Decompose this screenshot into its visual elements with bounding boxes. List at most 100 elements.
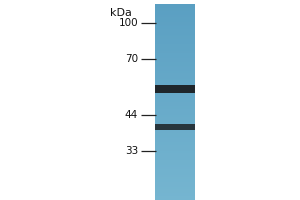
Bar — [154, 139, 195, 140]
Bar — [154, 56, 195, 57]
Bar — [154, 7, 195, 8]
Bar — [154, 194, 195, 195]
Bar — [154, 88, 195, 89]
Bar — [154, 58, 195, 59]
Bar — [154, 111, 195, 112]
Bar — [154, 173, 195, 175]
Bar — [154, 55, 195, 56]
Bar — [154, 49, 195, 50]
Bar — [154, 47, 195, 48]
Bar — [154, 187, 195, 188]
Bar — [154, 118, 195, 119]
Bar — [154, 185, 195, 186]
Bar — [154, 24, 195, 25]
Bar — [154, 152, 195, 153]
Bar — [154, 44, 195, 45]
Bar — [154, 75, 195, 76]
Bar — [154, 132, 195, 133]
Bar — [154, 163, 195, 164]
Bar — [154, 45, 195, 46]
Bar — [154, 100, 195, 101]
Bar — [154, 151, 195, 152]
Text: 100: 100 — [118, 18, 138, 28]
Bar — [154, 26, 195, 27]
Bar — [154, 179, 195, 180]
Bar — [154, 36, 195, 37]
Bar — [154, 25, 195, 26]
Text: 44: 44 — [125, 110, 138, 120]
Bar — [154, 117, 195, 118]
Bar — [154, 87, 195, 88]
Bar — [154, 43, 195, 45]
Bar — [154, 116, 195, 117]
Bar — [154, 123, 195, 124]
Bar — [154, 126, 195, 127]
Bar — [154, 37, 195, 38]
Bar — [154, 89, 195, 90]
Bar — [154, 57, 195, 58]
Bar — [154, 109, 195, 110]
Bar — [154, 195, 195, 196]
Bar — [154, 65, 195, 66]
Bar — [154, 172, 195, 173]
Bar — [154, 32, 195, 33]
Bar — [154, 189, 195, 190]
Bar — [154, 64, 195, 65]
Bar — [154, 191, 195, 192]
Bar — [154, 11, 195, 12]
Bar — [154, 164, 195, 165]
Bar — [154, 15, 195, 16]
Bar — [154, 196, 195, 197]
Bar — [154, 83, 195, 84]
Bar — [154, 85, 195, 86]
Bar — [154, 13, 195, 14]
Bar — [154, 21, 195, 22]
Bar — [154, 133, 195, 134]
Bar — [154, 6, 195, 7]
Bar — [154, 150, 195, 151]
Bar — [154, 122, 195, 123]
Bar — [154, 85, 195, 86]
Bar — [154, 106, 195, 107]
Bar — [154, 141, 195, 143]
Bar — [154, 92, 195, 93]
Bar — [154, 39, 195, 40]
Bar — [154, 31, 195, 32]
Bar — [154, 115, 195, 116]
Bar — [154, 66, 195, 67]
Bar — [154, 183, 195, 184]
Bar — [154, 79, 195, 80]
Bar — [154, 192, 195, 193]
Bar — [154, 19, 195, 20]
Bar — [154, 171, 195, 172]
Bar — [154, 32, 195, 33]
Bar — [154, 30, 195, 31]
Bar — [154, 10, 195, 11]
Bar — [154, 75, 195, 77]
Bar — [154, 159, 195, 160]
Bar — [154, 107, 195, 108]
Bar — [154, 81, 195, 82]
Bar — [154, 125, 195, 126]
Bar — [154, 98, 195, 99]
Bar — [154, 167, 195, 168]
Bar — [154, 74, 195, 75]
Bar — [154, 142, 195, 143]
Bar — [154, 188, 195, 189]
Bar — [154, 86, 195, 87]
Bar — [154, 74, 195, 75]
Bar — [154, 34, 195, 35]
Bar — [154, 170, 195, 171]
Bar — [154, 188, 195, 190]
Bar — [154, 51, 195, 52]
Bar — [154, 128, 195, 129]
Bar — [154, 160, 195, 161]
Bar — [154, 180, 195, 181]
Bar — [154, 107, 195, 109]
Bar — [154, 9, 195, 10]
Bar — [154, 138, 195, 139]
Bar — [154, 46, 195, 47]
Bar — [154, 175, 195, 176]
Bar — [154, 51, 195, 52]
Bar — [154, 197, 195, 198]
